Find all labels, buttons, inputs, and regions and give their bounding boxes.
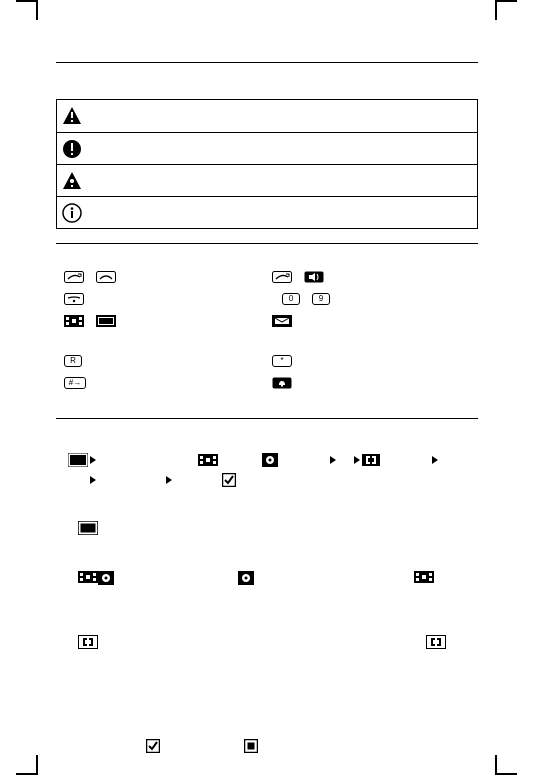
table-row <box>57 132 477 164</box>
bell-icon <box>272 377 292 389</box>
speaker-icon <box>304 271 324 283</box>
digit-9-key: 9 <box>312 293 330 305</box>
key-legend: 0 9 R * #→ <box>56 268 478 392</box>
digit-0-key: 0 <box>282 293 300 305</box>
info-circle-icon <box>61 202 83 224</box>
arrow-icon <box>166 476 172 484</box>
table-row <box>57 196 477 228</box>
crop-mark <box>495 0 497 20</box>
table-row <box>57 164 477 196</box>
nav-sequence-row <box>56 471 478 489</box>
softkey-multi-icon <box>64 315 84 327</box>
checkbox-checked-icon <box>146 739 160 753</box>
softkey-multi-icon <box>78 571 98 583</box>
softkey-multi-icon <box>414 571 434 583</box>
divider <box>56 418 478 419</box>
bracket-outline-icon <box>78 635 98 649</box>
crop-mark <box>36 0 38 20</box>
safety-table <box>56 99 478 229</box>
bracket-box-icon <box>362 454 380 466</box>
checkbox-checked-icon <box>222 473 236 487</box>
display-solid-border-icon <box>78 521 98 535</box>
gear-box-icon <box>262 453 278 467</box>
crop-mark <box>497 0 517 2</box>
warning-triangle-icon <box>61 105 83 127</box>
arrow-icon <box>354 456 360 464</box>
lower-blocks <box>56 521 478 757</box>
arrow-icon <box>330 456 336 464</box>
divider <box>56 243 478 244</box>
page-content: 0 9 R * #→ <box>56 36 478 757</box>
star-key: * <box>272 355 292 367</box>
display-icon <box>96 315 116 327</box>
crop-mark <box>16 0 36 2</box>
arrow-icon <box>90 456 96 464</box>
table-row <box>57 100 477 132</box>
hash-key: #→ <box>64 377 86 389</box>
r-key: R <box>64 355 82 367</box>
bracket-outline-icon <box>426 635 446 649</box>
phone-onhook-icon <box>64 293 84 305</box>
divider <box>56 62 478 63</box>
warning-triangle-solid-icon <box>61 170 83 192</box>
arrow-icon <box>90 476 96 484</box>
gear-solid-box-icon <box>238 571 254 585</box>
checkbox-solid-icon <box>244 739 258 753</box>
gear-solid-box-icon <box>98 571 114 585</box>
arrow-icon <box>432 456 438 464</box>
softkey-multi-icon <box>198 454 218 466</box>
crop-mark <box>36 755 38 775</box>
nav-sequence-row <box>56 451 478 469</box>
display-solid-icon <box>68 453 88 467</box>
handset-lift-icon <box>272 271 292 283</box>
handset-icon <box>96 271 116 283</box>
mail-icon <box>272 315 292 327</box>
handset-lift-icon <box>64 271 84 283</box>
exclamation-circle-icon <box>61 138 83 160</box>
crop-mark <box>495 755 497 775</box>
